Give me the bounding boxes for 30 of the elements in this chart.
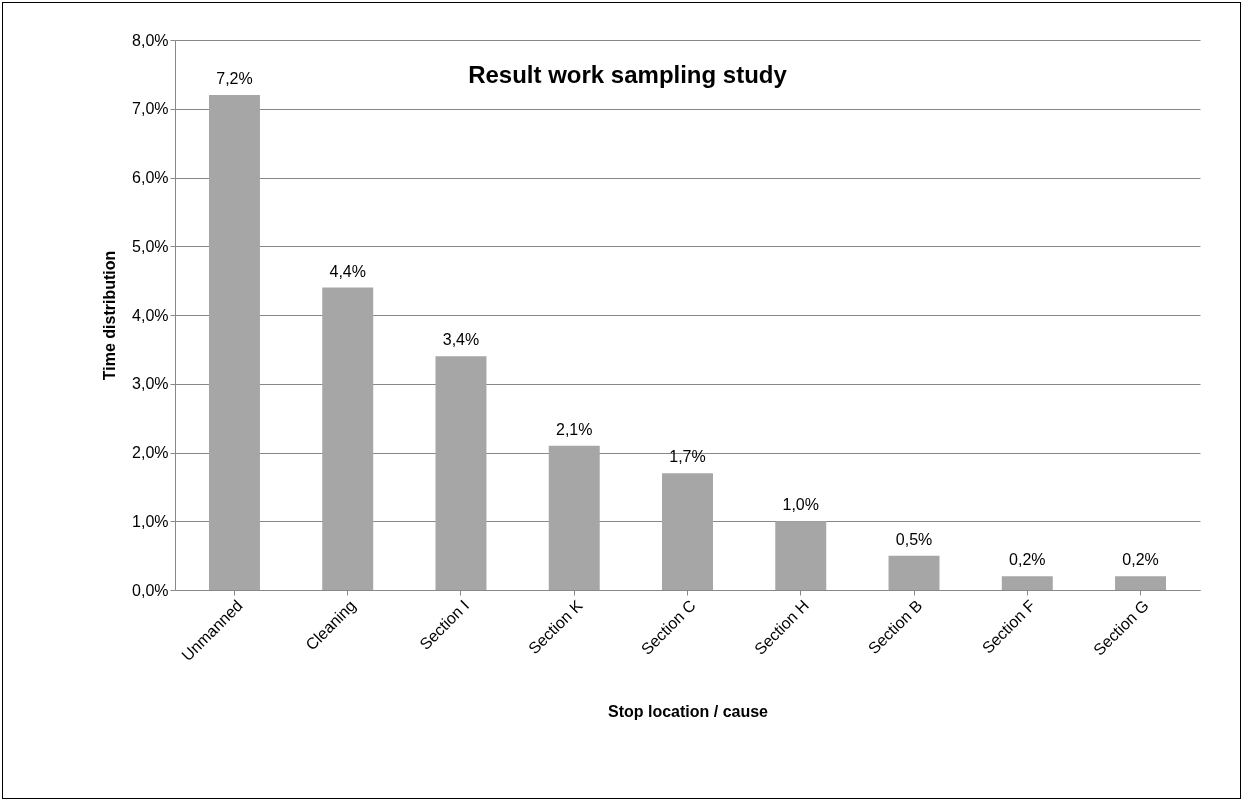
data-label: 1,7% bbox=[669, 448, 706, 466]
y-tick-label: 3,0% bbox=[132, 375, 169, 393]
data-label: 0,5% bbox=[895, 530, 933, 548]
y-tick-label: 5,0% bbox=[132, 237, 169, 255]
y-tick-label: 7,0% bbox=[132, 100, 169, 118]
y-tick-label: 6,0% bbox=[132, 169, 169, 186]
y-tick-label: 8,0% bbox=[132, 31, 169, 49]
data-label: 3,4% bbox=[442, 331, 480, 349]
y-tick-label: 0,0% bbox=[132, 581, 169, 599]
data-label: 4,4% bbox=[329, 262, 366, 280]
bar bbox=[435, 356, 487, 590]
data-label: 0,2% bbox=[1009, 551, 1046, 569]
bar bbox=[1001, 576, 1053, 590]
y-tick-label: 4,0% bbox=[132, 306, 169, 324]
x-axis-title: Stop location / cause bbox=[607, 703, 769, 721]
bar bbox=[208, 95, 260, 590]
bar bbox=[1115, 576, 1167, 590]
bar bbox=[548, 445, 600, 590]
text: Result work sampling study bbox=[468, 61, 788, 88]
y-tick-label: 1,0% bbox=[132, 512, 169, 530]
data-label: 1,0% bbox=[782, 496, 819, 514]
bar bbox=[662, 473, 713, 590]
y-axis-title: Time distribution bbox=[101, 250, 119, 381]
data-label: 0,2% bbox=[1122, 551, 1159, 569]
bar bbox=[775, 521, 827, 590]
bar bbox=[322, 287, 374, 590]
bar bbox=[888, 555, 940, 590]
data-label: 7,2% bbox=[216, 70, 253, 87]
y-tick-label: 2,0% bbox=[132, 444, 169, 461]
data-label: 2,1% bbox=[556, 420, 593, 438]
